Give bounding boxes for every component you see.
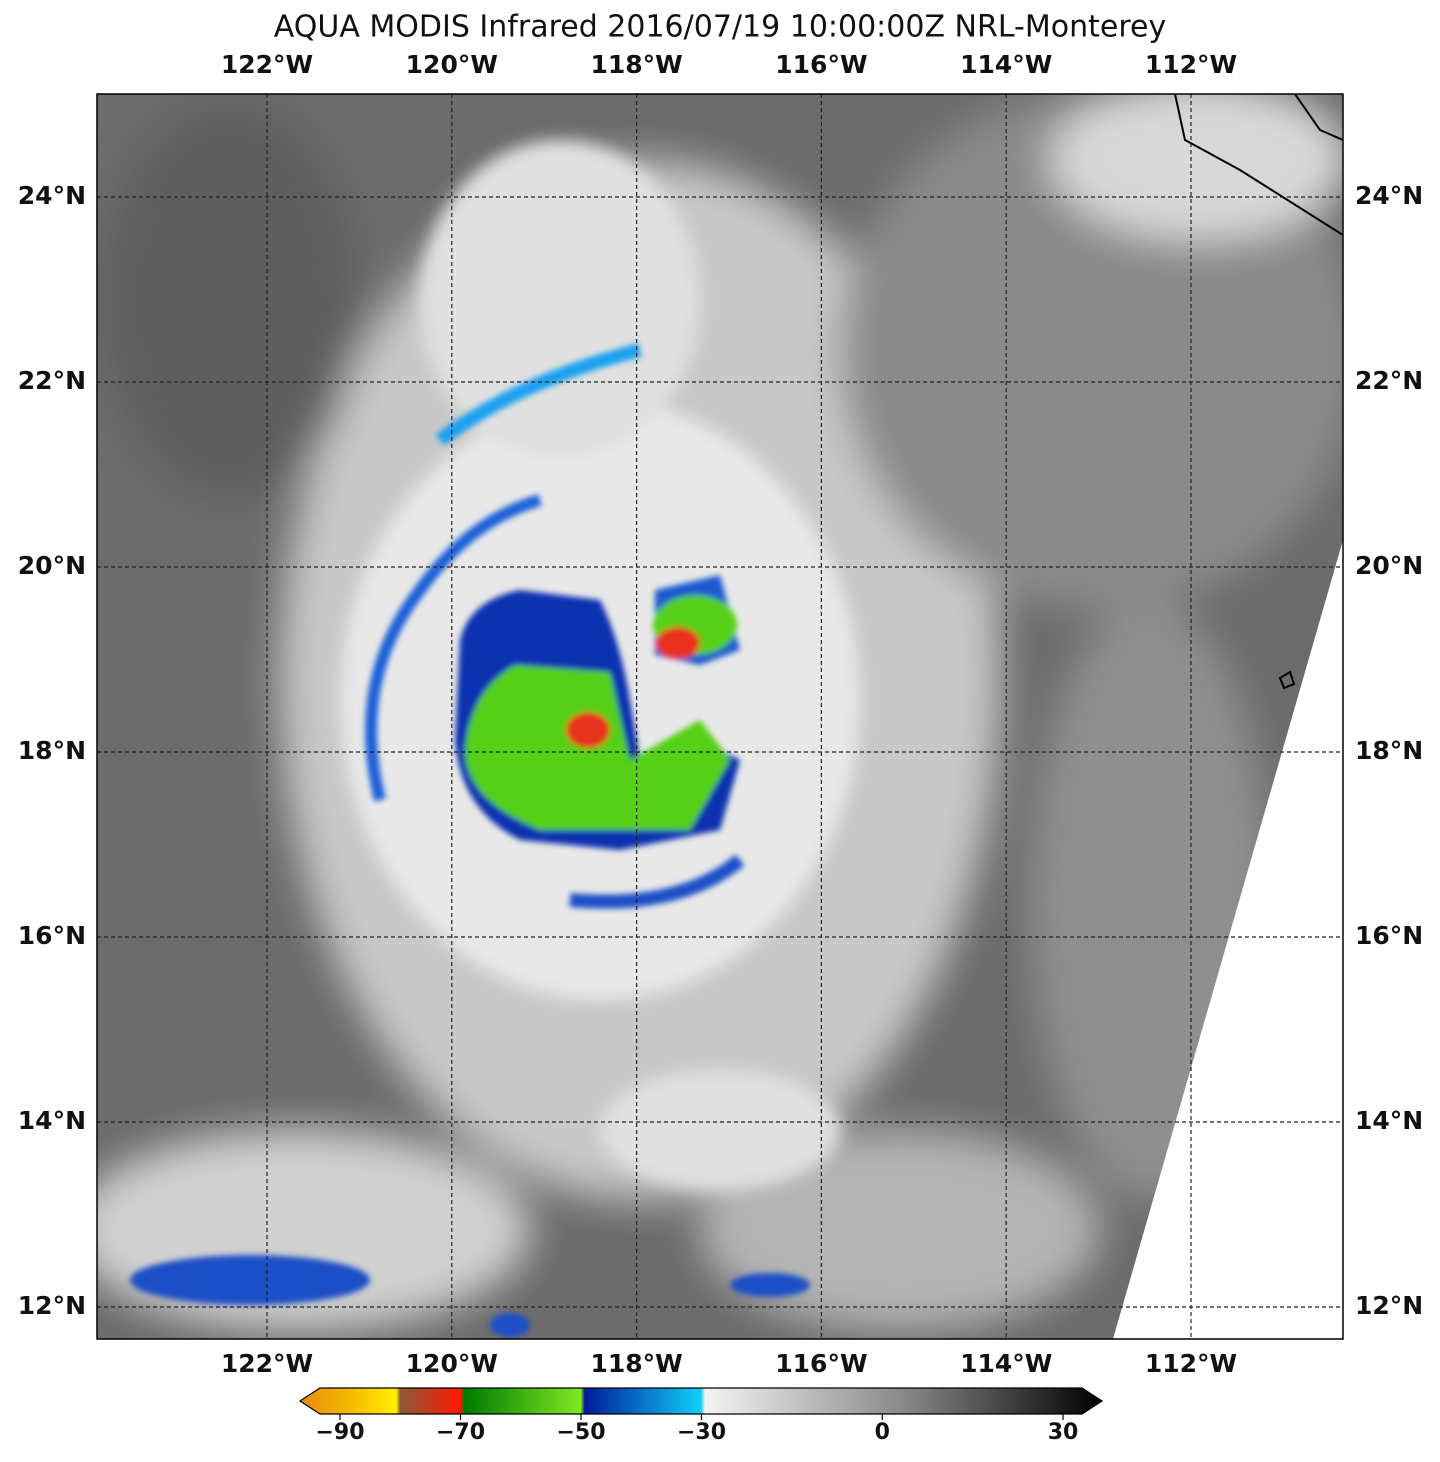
longitude-label-top: 112°W	[1145, 50, 1237, 79]
latitude-label-right: 22°N	[1355, 366, 1423, 395]
latitude-label-left: 18°N	[18, 736, 86, 765]
map-frame	[96, 93, 1344, 1340]
longitude-label-top: 114°W	[960, 50, 1052, 79]
longitude-label-top: 118°W	[590, 50, 682, 79]
colorbar-tick-label: −30	[677, 1420, 726, 1445]
longitude-label-top: 120°W	[406, 50, 498, 79]
graticule	[97, 94, 1343, 1339]
latitude-label-left: 20°N	[18, 551, 86, 580]
latitude-label-right: 16°N	[1355, 921, 1423, 950]
colorbar-tick-label: 0	[875, 1420, 890, 1445]
latitude-label-left: 16°N	[18, 921, 86, 950]
latitude-label-left: 22°N	[18, 366, 86, 395]
longitude-label-bottom: 118°W	[590, 1349, 682, 1378]
latitude-label-right: 24°N	[1355, 181, 1423, 210]
latitude-label-right: 20°N	[1355, 551, 1423, 580]
colorbar: −90 −70 −50 −30 0 30	[298, 1387, 1104, 1445]
colorbar-tick-label: −90	[315, 1420, 364, 1445]
longitude-label-bottom: 122°W	[221, 1349, 313, 1378]
colorbar-tick-label: −70	[436, 1420, 485, 1445]
colorbar-tick-label: −50	[556, 1420, 605, 1445]
latitude-label-left: 24°N	[18, 181, 86, 210]
longitude-label-top: 116°W	[775, 50, 867, 79]
colorbar-tick-label: 30	[1048, 1420, 1079, 1445]
latitude-label-right: 18°N	[1355, 736, 1423, 765]
longitude-label-bottom: 116°W	[775, 1349, 867, 1378]
longitude-label-bottom: 114°W	[960, 1349, 1052, 1378]
latitude-label-left: 12°N	[18, 1291, 86, 1320]
latitude-label-right: 12°N	[1355, 1291, 1423, 1320]
longitude-label-bottom: 112°W	[1145, 1349, 1237, 1378]
longitude-label-bottom: 120°W	[406, 1349, 498, 1378]
satellite-image	[97, 94, 1343, 1339]
longitude-label-top: 122°W	[221, 50, 313, 79]
latitude-label-right: 14°N	[1355, 1106, 1423, 1135]
latitude-label-left: 14°N	[18, 1106, 86, 1135]
title: AQUA MODIS Infrared 2016/07/19 10:00:00Z…	[274, 10, 1166, 45]
colorbar-scale	[298, 1387, 1104, 1415]
